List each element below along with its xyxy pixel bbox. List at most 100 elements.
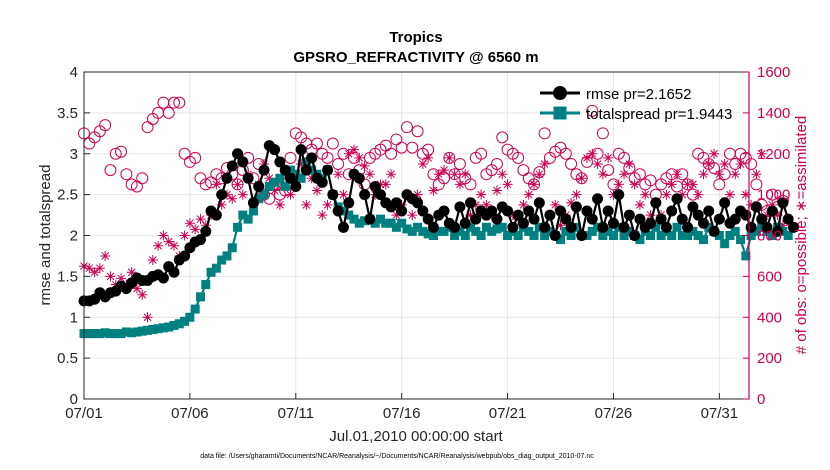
assimilated-obs-marker bbox=[110, 279, 121, 290]
rmse-marker bbox=[713, 213, 725, 225]
rmse-marker bbox=[750, 201, 762, 213]
rmse-marker bbox=[369, 180, 381, 192]
legend-totalspread-label: totalspread pr=1.9443 bbox=[586, 106, 732, 123]
assimilated-obs-marker bbox=[671, 169, 682, 180]
assimilated-obs-marker bbox=[386, 169, 397, 180]
assimilated-obs-marker bbox=[142, 312, 153, 323]
totalspread-marker bbox=[720, 239, 730, 249]
assimilated-obs-marker bbox=[126, 267, 137, 278]
rmse-marker bbox=[221, 172, 233, 184]
rmse-marker bbox=[306, 152, 318, 164]
possible-obs-marker bbox=[490, 157, 503, 170]
rmse-marker bbox=[316, 176, 328, 188]
totalspread-marker bbox=[386, 218, 396, 228]
assimilated-obs-marker bbox=[264, 173, 275, 184]
totalspread-marker bbox=[624, 226, 634, 236]
assimilated-obs-marker bbox=[698, 169, 709, 180]
assimilated-obs-marker bbox=[259, 158, 270, 169]
rmse-marker bbox=[486, 205, 498, 217]
possible-obs-marker bbox=[231, 178, 244, 191]
assimilated-obs-marker bbox=[534, 169, 545, 180]
assimilated-obs-marker bbox=[94, 263, 105, 274]
totalspread-marker bbox=[153, 324, 163, 334]
assimilated-obs-marker bbox=[269, 185, 280, 196]
totalspread-marker bbox=[381, 218, 391, 228]
rmse-marker bbox=[687, 201, 699, 213]
assimilated-obs-marker bbox=[751, 169, 762, 180]
rmse-marker bbox=[634, 213, 646, 225]
assimilated-obs-marker bbox=[735, 158, 746, 169]
rmse-marker bbox=[332, 205, 344, 217]
assimilated-obs-marker bbox=[481, 199, 492, 210]
possible-obs-marker bbox=[99, 119, 112, 132]
totalspread-marker bbox=[174, 319, 184, 329]
rmse-marker bbox=[766, 205, 778, 217]
rmse-marker bbox=[396, 205, 408, 217]
rmse-marker bbox=[422, 213, 434, 225]
rmse-marker bbox=[607, 217, 619, 229]
possible-obs-marker bbox=[528, 178, 541, 191]
assimilated-obs-marker bbox=[444, 152, 455, 163]
totalspread-marker bbox=[487, 226, 497, 236]
assimilated-obs-marker bbox=[571, 189, 582, 200]
y-left-tick-label: 1.5 bbox=[57, 268, 78, 285]
assimilated-obs-marker bbox=[772, 210, 783, 221]
totalspread-marker bbox=[751, 226, 761, 236]
assimilated-obs-marker bbox=[449, 169, 460, 180]
rmse-marker bbox=[258, 164, 270, 176]
rmse-marker bbox=[745, 221, 757, 233]
totalspread-marker bbox=[730, 226, 740, 236]
rmse-marker bbox=[623, 209, 635, 221]
assimilated-obs-marker bbox=[709, 148, 720, 159]
assimilated-obs-marker bbox=[232, 179, 243, 190]
assimilated-obs-marker bbox=[460, 169, 471, 180]
rmse-marker bbox=[787, 221, 799, 233]
assimilated-obs-marker bbox=[767, 199, 778, 210]
possible-obs-marker bbox=[596, 127, 609, 140]
y-right-tick-label: 1600 bbox=[757, 64, 790, 81]
rmse-marker bbox=[295, 144, 307, 156]
rmse-marker bbox=[232, 148, 244, 160]
rmse-marker bbox=[274, 156, 286, 168]
totalspread-marker bbox=[222, 251, 232, 261]
totalspread-marker bbox=[275, 173, 285, 183]
possible-obs-marker bbox=[618, 151, 631, 164]
totalspread-marker bbox=[619, 231, 629, 240]
rmse-marker bbox=[300, 164, 312, 176]
rmse-marker bbox=[708, 225, 720, 237]
totalspread-marker bbox=[434, 226, 444, 236]
rmse-marker bbox=[343, 197, 355, 209]
totalspread-marker bbox=[608, 231, 618, 240]
rmse-marker bbox=[761, 221, 773, 233]
totalspread-marker bbox=[714, 231, 724, 240]
assimilated-obs-marker bbox=[84, 263, 95, 274]
assimilated-obs-marker bbox=[195, 214, 206, 225]
rmse-marker bbox=[618, 221, 630, 233]
totalspread-marker bbox=[132, 327, 142, 337]
possible-obs-marker bbox=[115, 145, 128, 158]
possible-obs-marker bbox=[400, 121, 413, 134]
totalspread-marker bbox=[524, 226, 534, 236]
possible-obs-marker bbox=[125, 178, 138, 191]
y-right-tick-label: 400 bbox=[757, 309, 782, 326]
totalspread-marker bbox=[158, 323, 168, 333]
rmse-marker bbox=[290, 180, 302, 192]
totalspread-marker bbox=[344, 210, 354, 220]
totalspread-marker bbox=[391, 222, 401, 232]
totalspread-marker bbox=[656, 231, 666, 240]
assimilated-obs-marker bbox=[539, 158, 550, 169]
rmse-marker bbox=[364, 213, 376, 225]
assimilated-obs-marker bbox=[364, 169, 375, 180]
assimilated-obs-marker bbox=[619, 169, 630, 180]
rmse-marker bbox=[782, 213, 794, 225]
rmse-marker bbox=[570, 201, 582, 213]
assimilated-obs-marker bbox=[311, 185, 322, 196]
totalspread-marker bbox=[529, 231, 539, 240]
assimilated-obs-marker bbox=[375, 179, 386, 190]
possible-obs-marker bbox=[173, 96, 186, 109]
rmse-marker bbox=[512, 209, 524, 221]
rmse-marker bbox=[565, 221, 577, 233]
totalspread-marker bbox=[688, 226, 698, 236]
totalspread-marker bbox=[105, 329, 115, 339]
rmse-marker bbox=[740, 209, 752, 221]
